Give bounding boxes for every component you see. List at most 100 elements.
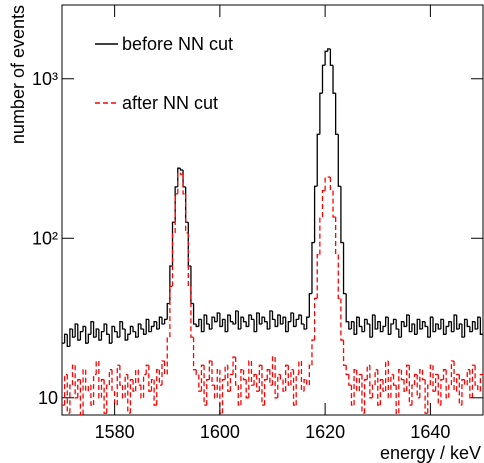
histogram-bin — [235, 357, 239, 386]
histogram-bin — [292, 369, 297, 406]
histogram-bin — [453, 314, 457, 332]
histogram-series — [62, 171, 483, 415]
histogram-bin — [106, 324, 110, 335]
histogram-bin — [337, 254, 341, 300]
histogram-bin — [100, 378, 105, 398]
histogram-bin — [240, 369, 244, 406]
y-axis-label: number of events — [8, 5, 28, 144]
histogram-bin — [406, 314, 410, 327]
histogram-bin — [287, 321, 291, 332]
histogram-bin — [448, 384, 452, 398]
histogram-bin — [316, 133, 320, 187]
histogram-bin — [429, 316, 434, 338]
histogram-bin — [135, 331, 139, 338]
histogram-bin — [411, 384, 415, 406]
histogram-bin — [353, 321, 357, 335]
histogram-bin — [198, 374, 202, 392]
histogram-bin — [137, 369, 141, 386]
histogram-bin — [195, 324, 199, 328]
histogram-bin — [419, 319, 423, 330]
histogram-bin — [100, 330, 105, 341]
histogram-bin — [300, 361, 305, 392]
histogram-bin — [108, 369, 112, 386]
histogram-bin — [348, 374, 352, 386]
histogram-bin — [166, 336, 170, 375]
histogram-bin — [163, 318, 168, 325]
histogram-bin — [203, 365, 207, 406]
histogram-bin — [324, 176, 328, 191]
histogram-bin — [240, 316, 244, 329]
histogram-bin — [337, 134, 341, 187]
histogram-bin — [116, 364, 120, 406]
histogram-bin — [379, 378, 384, 406]
histogram-bin — [224, 319, 228, 333]
histogram-bin — [353, 369, 357, 406]
histogram-bin — [348, 321, 352, 330]
histogram-bin — [313, 185, 318, 243]
histogram-bin — [169, 285, 173, 338]
histogram-bin — [145, 364, 149, 375]
histogram-bin — [153, 321, 157, 327]
histogram-bin — [311, 339, 315, 366]
histogram-bin — [450, 321, 455, 333]
histogram-bin — [71, 364, 76, 386]
histogram-bin — [219, 313, 223, 328]
histogram-bin — [361, 326, 365, 333]
histogram-bin — [377, 369, 381, 406]
histogram-bin — [350, 385, 355, 406]
histogram-bin — [90, 321, 94, 335]
histogram-bin — [329, 48, 334, 66]
histogram-bin — [274, 357, 278, 399]
histogram-bin — [384, 316, 389, 327]
histogram-bin — [213, 385, 218, 399]
histogram-bin — [248, 314, 252, 327]
histogram-bin — [303, 324, 307, 330]
histogram-bin — [211, 316, 215, 329]
histogram-bin — [203, 314, 207, 332]
histogram-bin — [137, 323, 141, 338]
histogram-bin — [282, 379, 286, 392]
histogram-bin — [69, 384, 73, 414]
histogram-bin — [261, 316, 265, 325]
histogram-bin — [427, 384, 431, 414]
histogram-bin — [295, 318, 299, 327]
histogram-bin — [224, 364, 228, 380]
histogram-bin — [192, 337, 197, 371]
histogram-bin — [290, 369, 294, 386]
histogram-bin — [74, 323, 78, 338]
histogram-bin — [403, 321, 407, 328]
histogram-bin — [403, 379, 407, 392]
histogram-bin — [434, 323, 439, 332]
histogram-bin — [116, 331, 120, 338]
histogram-bin — [103, 323, 107, 332]
histogram-bin — [242, 317, 247, 323]
histogram-bin — [129, 325, 134, 335]
x-tick-label: 1620 — [305, 422, 345, 442]
histogram-bin — [408, 315, 412, 333]
histogram-bin — [216, 312, 220, 322]
histogram-bin — [456, 315, 460, 330]
histogram-bin — [153, 379, 157, 406]
legend-label: before NN cut — [122, 34, 233, 54]
histogram-bin — [127, 333, 131, 341]
histogram-bin — [106, 384, 110, 414]
histogram-bin — [374, 315, 378, 330]
histogram-bin — [232, 356, 236, 375]
histogram-bin — [266, 321, 270, 330]
histogram-bin — [463, 379, 468, 386]
histogram-bin — [345, 365, 349, 376]
histogram-bin — [237, 311, 241, 330]
histogram-bin — [308, 364, 312, 386]
histogram-bin — [174, 193, 178, 233]
histogram-bin — [471, 364, 476, 398]
histogram-bin — [334, 93, 339, 135]
histogram-bin — [469, 326, 473, 333]
histogram-bin — [298, 314, 302, 320]
histogram-bin — [382, 379, 386, 392]
histogram-bin — [211, 361, 215, 386]
histogram-bin — [400, 321, 405, 338]
histogram-bin — [479, 317, 483, 335]
histogram-bin — [161, 360, 165, 386]
histogram-bin — [271, 311, 276, 321]
histogram-bin — [171, 232, 176, 287]
